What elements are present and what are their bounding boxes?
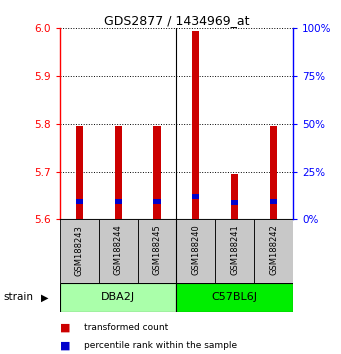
Text: ■: ■ (60, 340, 70, 350)
Text: GSM188241: GSM188241 (231, 225, 239, 275)
Bar (192, 194, 199, 199)
Text: GSM188244: GSM188244 (114, 225, 122, 275)
Bar (60, 283, 177, 312)
Bar (76, 126, 83, 219)
Bar (137, 219, 177, 283)
Text: DBA2J: DBA2J (101, 292, 135, 302)
Bar (231, 174, 238, 219)
Bar (270, 199, 277, 204)
Bar (115, 126, 122, 219)
Bar (254, 219, 293, 283)
Bar (60, 219, 99, 283)
Text: percentile rank within the sample: percentile rank within the sample (84, 341, 237, 350)
Text: GSM188245: GSM188245 (152, 225, 162, 275)
Bar (153, 199, 161, 204)
Bar (99, 219, 137, 283)
Text: strain: strain (3, 292, 33, 302)
Text: GSM188242: GSM188242 (269, 225, 278, 275)
Bar (192, 31, 199, 219)
Bar (76, 199, 83, 204)
Text: ■: ■ (60, 322, 70, 332)
Text: GSM188240: GSM188240 (191, 225, 201, 275)
Text: ▶: ▶ (41, 292, 48, 302)
Text: GSM188243: GSM188243 (75, 225, 84, 275)
Bar (177, 283, 293, 312)
Bar (270, 126, 277, 219)
Bar (115, 199, 122, 204)
Bar (216, 219, 254, 283)
Title: GDS2877 / 1434969_at: GDS2877 / 1434969_at (104, 14, 249, 27)
Bar (177, 219, 216, 283)
Bar (231, 200, 238, 205)
Text: transformed count: transformed count (84, 323, 168, 332)
Text: C57BL6J: C57BL6J (212, 292, 258, 302)
Bar (153, 126, 161, 219)
